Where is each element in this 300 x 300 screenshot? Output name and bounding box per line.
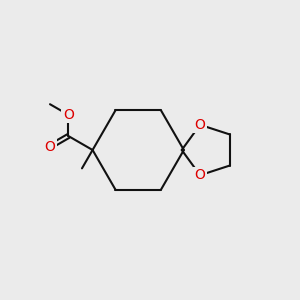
Text: O: O bbox=[195, 118, 206, 132]
Text: O: O bbox=[45, 140, 56, 154]
Text: O: O bbox=[63, 108, 74, 122]
Text: O: O bbox=[195, 168, 206, 182]
